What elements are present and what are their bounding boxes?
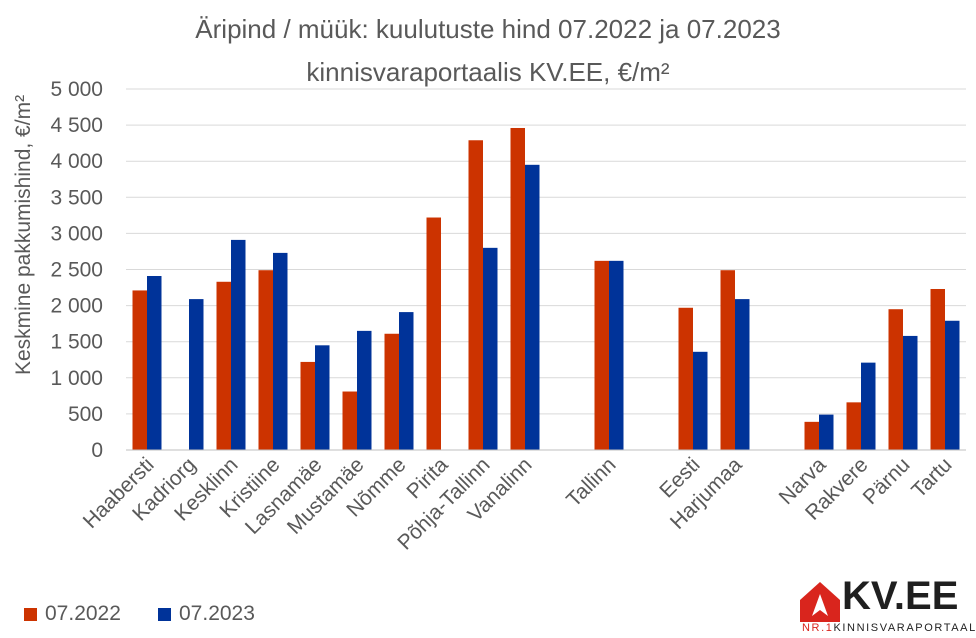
bar-07.2022-Pirita xyxy=(426,217,441,450)
bar-07.2022-Tallinn xyxy=(594,260,609,450)
bar-07.2022-Narva xyxy=(804,421,819,450)
logo-tagline: NR.1KINNISVARAPORTAAL xyxy=(802,622,976,634)
kvee-logo: KV.EE NR.1KINNISVARAPORTAAL xyxy=(796,574,975,634)
legend-item-2022: 07.2022 xyxy=(24,602,121,626)
bars xyxy=(132,127,960,450)
bar-07.2022-Nõmme xyxy=(384,333,399,450)
chart-subtitle: kinnisvaraportaalis KV.EE, €/m² xyxy=(306,57,670,87)
bar-07.2023-Lasnamäe xyxy=(315,345,330,450)
bar-07.2023-Kesklinn xyxy=(231,239,246,450)
legend-swatch-2022 xyxy=(24,607,37,621)
y-tick-label: 1 000 xyxy=(50,367,103,390)
x-tick-labels: HaaberstiKadriorgKesklinnKristiineLasnam… xyxy=(79,453,957,555)
bar-07.2023-Narva xyxy=(819,414,834,450)
bar-07.2022-Põhja-Tallinn xyxy=(468,140,483,450)
bar-07.2022-Lasnamäe xyxy=(300,361,315,450)
bar-07.2023-Rakvere xyxy=(861,362,876,450)
bar-07.2023-Tallinn xyxy=(609,260,624,450)
bar-07.2023-Põhja-Tallinn xyxy=(483,247,498,450)
bar-07.2023-Mustamäe xyxy=(357,330,372,450)
legend-item-2023: 07.2023 xyxy=(158,602,255,626)
bar-07.2023-Kristiine xyxy=(273,252,288,450)
gridlines xyxy=(126,88,966,415)
bar-07.2022-Rakvere xyxy=(846,402,861,450)
logo-tagline-rest: KINNISVARAPORTAAL xyxy=(833,622,976,634)
bar-07.2023-Haabersti xyxy=(147,275,162,450)
x-tick-label: Tartu xyxy=(907,453,956,502)
legend-label-2023: 07.2023 xyxy=(179,602,255,625)
bar-07.2022-Haabersti xyxy=(132,290,147,450)
y-axis-label: Keskmine pakkumishind, €/m² xyxy=(12,95,35,375)
bar-07.2022-Eesti xyxy=(678,307,693,450)
bar-07.2022-Harjumaa xyxy=(720,270,735,450)
legend-label-2022: 07.2022 xyxy=(45,602,121,625)
y-tick-label: 3 000 xyxy=(50,222,103,245)
bar-07.2022-Kesklinn xyxy=(216,281,231,450)
bar-07.2023-Vanalinn xyxy=(525,164,540,450)
bar-07.2023-Harjumaa xyxy=(735,299,750,450)
logo-text: KV.EE xyxy=(842,574,959,618)
chart-title: Äripind / müük: kuulutuste hind 07.2022 … xyxy=(195,14,781,44)
bar-07.2023-Tartu xyxy=(945,320,960,450)
bar-07.2023-Kadriorg xyxy=(189,299,204,450)
bar-07.2023-Nõmme xyxy=(399,312,414,450)
x-tick-label: Pärnu xyxy=(859,453,915,509)
y-tick-label: 500 xyxy=(68,403,103,426)
y-tick-label: 3 500 xyxy=(50,186,103,209)
y-tick-label: 2 000 xyxy=(50,295,103,318)
y-tick-label: 4 500 xyxy=(50,114,103,137)
bar-07.2022-Mustamäe xyxy=(342,391,357,450)
logo-tagline-nr: NR.1 xyxy=(802,622,834,634)
y-tick-label: 2 500 xyxy=(50,259,103,282)
bar-07.2023-Eesti xyxy=(693,351,708,450)
y-tick-labels: 0 500 1 000 1 500 2 000 2 500 3 000 3 500 4 000 4… xyxy=(50,78,103,462)
bar-07.2022-Pärnu xyxy=(888,309,903,450)
bar-07.2022-Kristiine xyxy=(258,270,273,450)
y-tick-label: 1 500 xyxy=(50,331,103,354)
x-tick-label: Tallinn xyxy=(562,453,620,511)
legend-swatch-2023 xyxy=(158,607,171,621)
bar-07.2023-Pärnu xyxy=(903,335,918,450)
house-arrow-icon xyxy=(800,582,840,622)
bar-07.2022-Tartu xyxy=(930,288,945,450)
y-tick-label: 0 xyxy=(91,439,103,462)
bar-07.2022-Vanalinn xyxy=(510,127,525,450)
y-tick-label: 5 000 xyxy=(50,78,103,101)
y-tick-label: 4 000 xyxy=(50,150,103,173)
